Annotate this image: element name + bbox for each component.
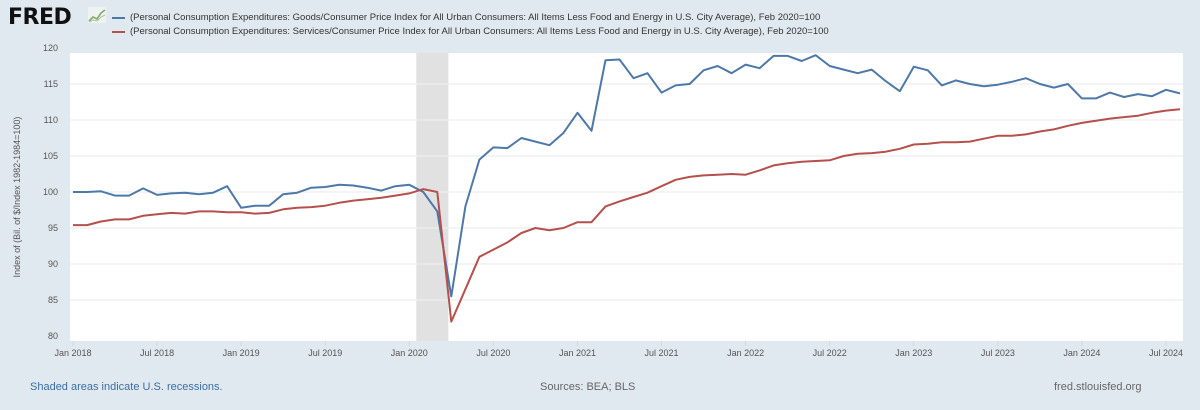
chart-legend: (Personal Consumption Expenditures: Good… <box>112 11 829 39</box>
y-tick-label: 85 <box>48 295 58 305</box>
series-group <box>73 54 1181 323</box>
y-tick-label: 120 <box>43 43 58 53</box>
x-tick-labels-group: Jan 2018 Jul 2018 Jan 2019 Jul 2019 Jan 2020… <box>54 341 1183 358</box>
site-link[interactable]: fred.stlouisfed.org <box>1054 381 1142 393</box>
x-tick-label: Jul 2024 <box>1149 348 1183 358</box>
x-tick-label: Jan 2021 <box>559 348 596 358</box>
y-tick-label: 80 <box>48 331 58 341</box>
x-tick-label: Jan 2019 <box>223 348 260 358</box>
series-line-services[interactable] <box>73 108 1181 323</box>
y-tick-label: 100 <box>43 187 58 197</box>
x-tick-label: Jul 2021 <box>645 348 679 358</box>
chart-line-icon <box>88 7 106 23</box>
plot-area <box>70 53 1183 341</box>
recession-note-link[interactable]: Shaded areas indicate U.S. recessions. <box>30 381 223 393</box>
gridlines-group <box>70 83 1183 301</box>
x-tick-label: Jan 2020 <box>391 348 428 358</box>
x-tick-label: Jan 2023 <box>895 348 932 358</box>
y-tick-label: 95 <box>48 223 58 233</box>
y-axis-label: Index of (Bil. of $/Index 1982-1984=100) <box>12 117 22 278</box>
line-chart[interactable]: 80 85 90 95 100 105 110 115 120 Jan 2018 Jul 2018… <box>0 0 1200 375</box>
sources-text: Sources: BEA; BLS <box>540 381 636 393</box>
x-tick-label: Jul 2020 <box>476 348 510 358</box>
legend-label-services: (Personal Consumption Expenditures: Serv… <box>130 26 829 37</box>
legend-swatch-goods <box>112 17 125 19</box>
x-tick-label: Jul 2019 <box>308 348 342 358</box>
x-tick-label: Jul 2018 <box>140 348 174 358</box>
x-tick-label: Jan 2024 <box>1063 348 1100 358</box>
legend-item-services[interactable]: (Personal Consumption Expenditures: Serv… <box>112 25 829 39</box>
y-tick-label: 110 <box>44 115 58 125</box>
fred-logo[interactable]: FRED <box>8 5 72 30</box>
x-tick-label: Jan 2018 <box>54 348 91 358</box>
recession-shading-group <box>416 53 449 341</box>
y-tick-label: 90 <box>48 259 58 269</box>
legend-swatch-services <box>112 31 125 33</box>
y-tick-label: 115 <box>44 79 58 89</box>
legend-item-goods[interactable]: (Personal Consumption Expenditures: Good… <box>112 11 829 25</box>
x-tick-label: Jan 2022 <box>727 348 764 358</box>
series-line-goods[interactable] <box>73 54 1181 298</box>
x-tick-label: Jul 2023 <box>981 348 1015 358</box>
y-tick-label: 105 <box>43 151 58 161</box>
recession-band <box>416 53 449 341</box>
y-tick-labels-group: 80 85 90 95 100 105 110 115 120 <box>43 43 58 341</box>
legend-label-goods: (Personal Consumption Expenditures: Good… <box>130 12 821 23</box>
x-tick-label: Jul 2022 <box>813 348 847 358</box>
